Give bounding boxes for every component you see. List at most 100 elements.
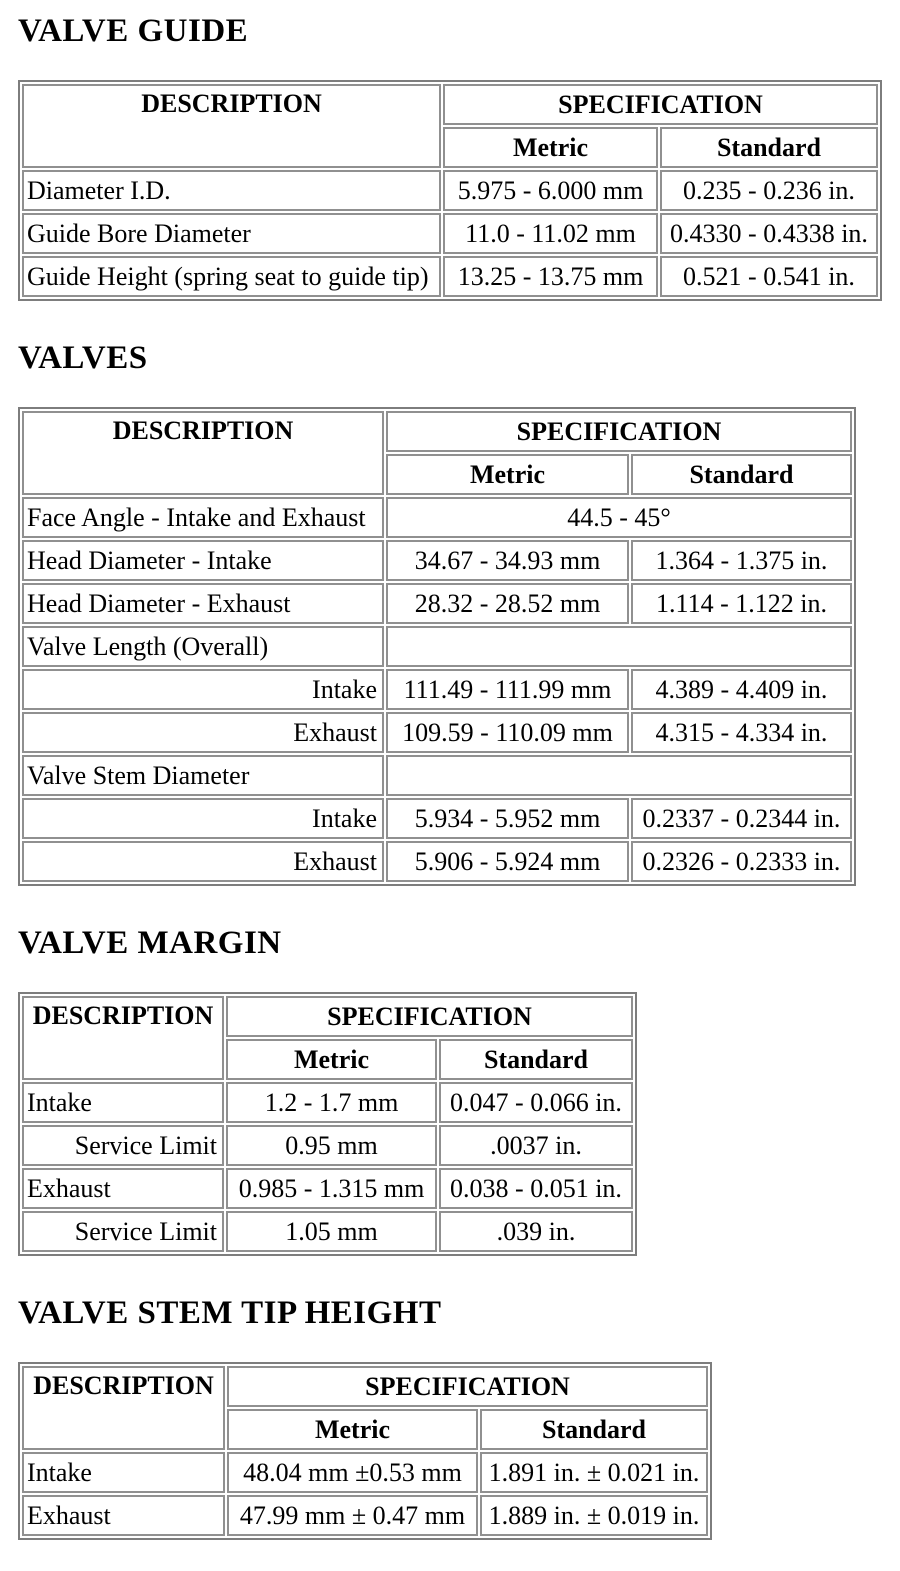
- table-row: Guide Bore Diameter 11.0 - 11.02 mm 0.4330…: [22, 213, 878, 254]
- header-row-1: DESCRIPTION SPECIFICATION: [22, 84, 878, 168]
- standard-value-cell: 4.315 - 4.334 in.: [631, 712, 852, 753]
- spec-table-valves: DESCRIPTION SPECIFICATION Metric Standard Fa…: [18, 407, 856, 886]
- metric-value-cell: 13.25 - 13.75 mm: [443, 256, 658, 297]
- table-row: Intake 48.04 mm ±0.53 mm 1.891 in. ± 0.021…: [22, 1452, 708, 1493]
- standard-header: Standard: [480, 1409, 708, 1450]
- description-cell: Head Diameter - Intake: [22, 540, 384, 581]
- metric-value-cell: 34.67 - 34.93 mm: [386, 540, 629, 581]
- table-row: Intake 1.2 - 1.7 mm 0.047 - 0.066 in.: [22, 1082, 633, 1123]
- specification-header: SPECIFICATION: [386, 411, 852, 452]
- description-header: DESCRIPTION: [22, 996, 224, 1080]
- spec-table-valve-margin: DESCRIPTION SPECIFICATION Metric Standard In…: [18, 992, 637, 1256]
- table-row: Valve Stem Diameter: [22, 755, 852, 796]
- metric-header: Metric: [386, 454, 629, 495]
- standard-value-cell: 0.2337 - 0.2344 in.: [631, 798, 852, 839]
- specification-header: SPECIFICATION: [226, 996, 633, 1037]
- standard-value-cell: 0.521 - 0.541 in.: [660, 256, 878, 297]
- header-row-2: Metric Standard: [22, 127, 878, 168]
- description-cell: Face Angle - Intake and Exhaust: [22, 497, 384, 538]
- table-row: Exhaust 5.906 - 5.924 mm 0.2326 - 0.2333 i…: [22, 841, 852, 882]
- description-cell: Exhaust: [22, 841, 384, 882]
- header-row-2: Metric Standard: [22, 1039, 633, 1080]
- standard-value-cell: 1.364 - 1.375 in.: [631, 540, 852, 581]
- description-header: DESCRIPTION: [22, 84, 441, 168]
- metric-value-cell: 109.59 - 110.09 mm: [386, 712, 629, 753]
- specification-header: SPECIFICATION: [443, 84, 878, 125]
- empty-spec-cell: [386, 755, 852, 796]
- section-title-valve-stem-tip-height: VALVE STEM TIP HEIGHT: [18, 1295, 442, 1331]
- table-row: Exhaust 47.99 mm ± 0.47 mm 1.889 in. ± 0.0…: [22, 1495, 708, 1536]
- description-cell: Valve Stem Diameter: [22, 755, 384, 796]
- table-row: Diameter I.D. 5.975 - 6.000 mm 0.235 - 0.2…: [22, 170, 878, 211]
- spec-table-valve-guide: DESCRIPTION SPECIFICATION Metric Standard Di…: [18, 80, 882, 301]
- metric-value-cell: 1.05 mm: [226, 1211, 437, 1252]
- standard-value-cell: 0.4330 - 0.4338 in.: [660, 213, 878, 254]
- section-title-valves: VALVES: [18, 340, 148, 376]
- metric-value-cell: 0.985 - 1.315 mm: [226, 1168, 437, 1209]
- table-row: Service Limit 1.05 mm .039 in.: [22, 1211, 633, 1252]
- table-row: Head Diameter - Exhaust 28.32 - 28.52 mm 1…: [22, 583, 852, 624]
- metric-value-cell: 5.934 - 5.952 mm: [386, 798, 629, 839]
- description-cell: Guide Height (spring seat to guide tip): [22, 256, 441, 297]
- standard-value-cell: .039 in.: [439, 1211, 633, 1252]
- standard-header: Standard: [631, 454, 852, 495]
- standard-value-cell: 0.038 - 0.051 in.: [439, 1168, 633, 1209]
- metric-value-cell: 1.2 - 1.7 mm: [226, 1082, 437, 1123]
- metric-value-cell: 5.975 - 6.000 mm: [443, 170, 658, 211]
- metric-value-cell: 47.99 mm ± 0.47 mm: [227, 1495, 478, 1536]
- description-cell: Service Limit: [22, 1211, 224, 1252]
- metric-value-cell: 28.32 - 28.52 mm: [386, 583, 629, 624]
- standard-value-cell: .0037 in.: [439, 1125, 633, 1166]
- spec-table-valve-stem-tip-height: DESCRIPTION SPECIFICATION Metric Standard In…: [18, 1362, 712, 1540]
- description-cell: Service Limit: [22, 1125, 224, 1166]
- standard-value-cell: 4.389 - 4.409 in.: [631, 669, 852, 710]
- header-row-1: DESCRIPTION SPECIFICATION: [22, 1366, 708, 1450]
- metric-value-cell: 11.0 - 11.02 mm: [443, 213, 658, 254]
- table-row: Valve Length (Overall): [22, 626, 852, 667]
- description-cell: Guide Bore Diameter: [22, 213, 441, 254]
- table-row: Intake 111.49 - 111.99 mm 4.389 - 4.409 in…: [22, 669, 852, 710]
- header-row-1: DESCRIPTION SPECIFICATION: [22, 411, 852, 495]
- section-title-valve-guide: VALVE GUIDE: [18, 13, 249, 49]
- table-row: Guide Height (spring seat to guide tip) 1…: [22, 256, 878, 297]
- standard-value-cell: 1.889 in. ± 0.019 in.: [480, 1495, 708, 1536]
- table-row: Head Diameter - Intake 34.67 - 34.93 mm 1.…: [22, 540, 852, 581]
- metric-header: Metric: [227, 1409, 478, 1450]
- description-cell: Exhaust: [22, 1168, 224, 1209]
- section-title-valve-margin: VALVE MARGIN: [18, 925, 282, 961]
- description-cell: Head Diameter - Exhaust: [22, 583, 384, 624]
- standard-value-cell: 1.891 in. ± 0.021 in.: [480, 1452, 708, 1493]
- table-row: Exhaust 0.985 - 1.315 mm 0.038 - 0.051 in.: [22, 1168, 633, 1209]
- description-header: DESCRIPTION: [22, 1366, 225, 1450]
- standard-header: Standard: [439, 1039, 633, 1080]
- description-cell: Valve Length (Overall): [22, 626, 384, 667]
- header-row-1: DESCRIPTION SPECIFICATION: [22, 996, 633, 1080]
- header-row-2: Metric Standard: [22, 1409, 708, 1450]
- description-cell: Intake: [22, 1452, 225, 1493]
- standard-value-cell: 0.235 - 0.236 in.: [660, 170, 878, 211]
- description-cell: Exhaust: [22, 1495, 225, 1536]
- description-cell: Intake: [22, 798, 384, 839]
- table-row: Service Limit 0.95 mm .0037 in.: [22, 1125, 633, 1166]
- metric-value-cell: 48.04 mm ±0.53 mm: [227, 1452, 478, 1493]
- table-row: Face Angle - Intake and Exhaust 44.5 - 45…: [22, 497, 852, 538]
- standard-value-cell: 1.114 - 1.122 in.: [631, 583, 852, 624]
- standard-value-cell: 0.047 - 0.066 in.: [439, 1082, 633, 1123]
- empty-spec-cell: [386, 626, 852, 667]
- metric-value-cell: 111.49 - 111.99 mm: [386, 669, 629, 710]
- metric-value-cell: 0.95 mm: [226, 1125, 437, 1166]
- description-cell: Diameter I.D.: [22, 170, 441, 211]
- metric-value-cell: 5.906 - 5.924 mm: [386, 841, 629, 882]
- description-header: DESCRIPTION: [22, 411, 384, 495]
- description-cell: Intake: [22, 1082, 224, 1123]
- spec-span-cell: 44.5 - 45°: [386, 497, 852, 538]
- metric-header: Metric: [226, 1039, 437, 1080]
- header-row-2: Metric Standard: [22, 454, 852, 495]
- standard-header: Standard: [660, 127, 878, 168]
- description-cell: Exhaust: [22, 712, 384, 753]
- description-cell: Intake: [22, 669, 384, 710]
- table-row: Exhaust 109.59 - 110.09 mm 4.315 - 4.334 i…: [22, 712, 852, 753]
- metric-header: Metric: [443, 127, 658, 168]
- specification-header: SPECIFICATION: [227, 1366, 708, 1407]
